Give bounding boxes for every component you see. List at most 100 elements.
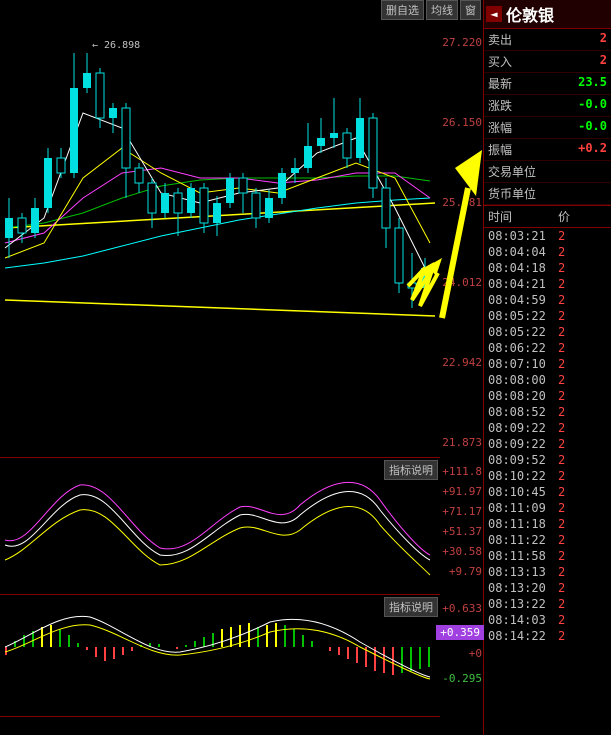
time-value: 2	[558, 389, 565, 403]
time-row[interactable]: 08:10:222	[484, 468, 611, 484]
y-tick: +91.97	[442, 485, 482, 498]
time-value: 2	[558, 357, 565, 371]
time-row[interactable]: 08:04:042	[484, 244, 611, 260]
prev-arrow-icon[interactable]: ◄	[486, 6, 502, 22]
time-row[interactable]: 08:03:212	[484, 228, 611, 244]
info-row: 涨幅-0.0	[484, 117, 611, 139]
info-value: 23.5	[578, 75, 607, 92]
main-candlestick-chart[interactable]: ← 26.898	[0, 18, 440, 458]
time-row[interactable]: 08:09:222	[484, 420, 611, 436]
time-value: 2	[558, 437, 565, 451]
time-cell: 08:13:13	[488, 565, 558, 579]
time-list[interactable]: 08:03:21208:04:04208:04:18208:04:21208:0…	[484, 228, 611, 644]
time-cell: 08:09:22	[488, 437, 558, 451]
time-row[interactable]: 08:08:202	[484, 388, 611, 404]
time-cell: 08:11:18	[488, 517, 558, 531]
info-label: 货币单位	[488, 185, 536, 202]
time-row[interactable]: 08:09:522	[484, 452, 611, 468]
time-row[interactable]: 08:14:222	[484, 628, 611, 644]
time-row[interactable]: 08:11:582	[484, 548, 611, 564]
time-cell: 08:07:10	[488, 357, 558, 371]
time-value: 2	[558, 453, 565, 467]
time-row[interactable]: 08:06:222	[484, 340, 611, 356]
time-cell: 08:09:52	[488, 453, 558, 467]
time-row[interactable]: 08:05:222	[484, 308, 611, 324]
time-cell: 08:13:20	[488, 581, 558, 595]
y-tick: 27.220	[442, 36, 482, 49]
remove-fav-button[interactable]: 删自选	[381, 0, 424, 20]
time-value: 2	[558, 341, 565, 355]
time-value: 2	[558, 597, 565, 611]
info-value: -0.0	[578, 97, 607, 114]
info-row: 货币单位	[484, 183, 611, 205]
indicator2-label-button[interactable]: 指标说明	[384, 597, 438, 617]
y-tick: +71.17	[442, 505, 482, 518]
time-col-header: 时间	[488, 208, 558, 225]
time-cell: 08:09:22	[488, 421, 558, 435]
time-row[interactable]: 08:04:592	[484, 292, 611, 308]
time-row[interactable]: 08:13:132	[484, 564, 611, 580]
y-tick: 25.081	[442, 196, 482, 209]
y-tick: 24.012	[442, 276, 482, 289]
time-cell: 08:11:09	[488, 501, 558, 515]
time-value: 2	[558, 485, 565, 499]
time-cell: 08:10:45	[488, 485, 558, 499]
time-row[interactable]: 08:04:212	[484, 276, 611, 292]
info-label: 卖出	[488, 31, 512, 48]
time-row[interactable]: 08:13:202	[484, 580, 611, 596]
ma-button[interactable]: 均线	[426, 0, 458, 20]
info-label: 最新	[488, 75, 512, 92]
time-cell: 08:04:59	[488, 293, 558, 307]
high-annotation: ← 26.898	[92, 40, 140, 51]
info-value: 2	[600, 31, 607, 48]
time-cell: 08:10:22	[488, 469, 558, 483]
time-cell: 08:03:21	[488, 229, 558, 243]
time-cell: 08:08:20	[488, 389, 558, 403]
y-axis-main: 27.22026.15025.08124.01222.94221.873	[442, 18, 484, 458]
instrument-title: 伦敦银	[506, 2, 554, 26]
time-row[interactable]: 08:11:092	[484, 500, 611, 516]
info-label: 涨幅	[488, 119, 512, 136]
time-value: 2	[558, 517, 565, 531]
indicator-panel-1[interactable]: 指标说明	[0, 460, 440, 595]
y-tick: +0.359	[436, 625, 484, 640]
time-value: 2	[558, 309, 565, 323]
indicator1-label-button[interactable]: 指标说明	[384, 460, 438, 480]
time-row[interactable]: 08:04:182	[484, 260, 611, 276]
info-label: 买入	[488, 53, 512, 70]
indicator-panel-2[interactable]: 指标说明	[0, 597, 440, 717]
time-row[interactable]: 08:08:002	[484, 372, 611, 388]
time-row[interactable]: 08:13:222	[484, 596, 611, 612]
time-row[interactable]: 08:14:032	[484, 612, 611, 628]
time-row[interactable]: 08:07:102	[484, 356, 611, 372]
info-rows: 卖出2买入2最新23.5涨跌-0.0涨幅-0.0振幅+0.2交易单位货币单位	[484, 29, 611, 205]
y-tick: +0.633	[442, 602, 482, 615]
time-row[interactable]: 08:10:452	[484, 484, 611, 500]
y-tick: +0	[469, 647, 482, 660]
time-row[interactable]: 08:08:522	[484, 404, 611, 420]
time-value: 2	[558, 469, 565, 483]
time-row[interactable]: 08:11:182	[484, 516, 611, 532]
y-axis-indicator2: +0.633+0.359+0-0.295	[442, 597, 484, 717]
window-button[interactable]: 窗	[460, 0, 481, 20]
info-value: +0.2	[578, 141, 607, 158]
time-value: 2	[558, 549, 565, 563]
time-value: 2	[558, 261, 565, 275]
time-value: 2	[558, 421, 565, 435]
time-cell: 08:04:21	[488, 277, 558, 291]
time-row[interactable]: 08:11:222	[484, 532, 611, 548]
y-tick: +111.8	[442, 465, 482, 478]
time-row[interactable]: 08:09:222	[484, 436, 611, 452]
time-cell: 08:11:58	[488, 549, 558, 563]
y-tick: -0.295	[442, 672, 482, 685]
side-panel: ◄ 伦敦银 卖出2买入2最新23.5涨跌-0.0涨幅-0.0振幅+0.2交易单位…	[484, 0, 611, 735]
time-value: 2	[558, 613, 565, 627]
time-value: 2	[558, 293, 565, 307]
time-row[interactable]: 08:05:222	[484, 324, 611, 340]
info-row: 交易单位	[484, 161, 611, 183]
time-value: 2	[558, 501, 565, 515]
y-tick: 26.150	[442, 116, 482, 129]
info-row: 涨跌 -0.0	[484, 95, 611, 117]
info-row: 卖出 2	[484, 29, 611, 51]
info-label: 涨跌	[488, 97, 512, 114]
